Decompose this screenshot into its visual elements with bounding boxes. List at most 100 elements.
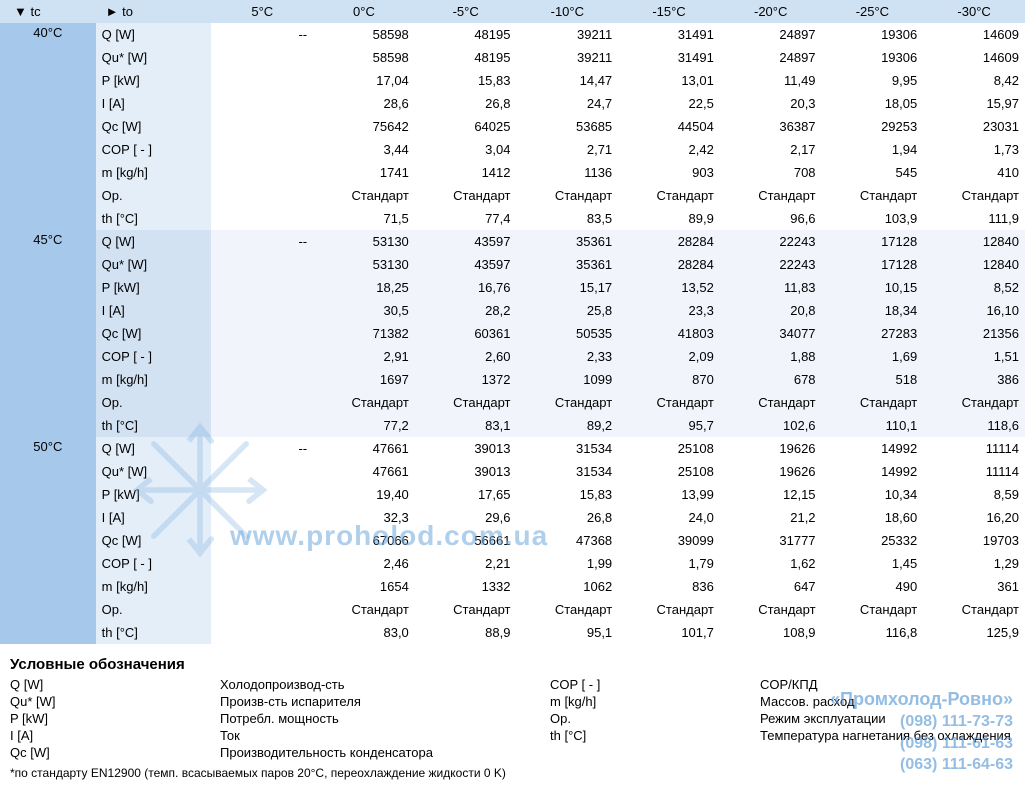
value-cell: 17128 [822, 253, 924, 276]
table-row: P [kW]19,4017,6515,8313,9912,1510,348,59 [0, 483, 1025, 506]
value-cell: 19,40 [313, 483, 415, 506]
value-cell: 39211 [516, 23, 618, 46]
value-cell [211, 598, 313, 621]
value-cell: 19306 [822, 23, 924, 46]
value-cell: Стандарт [415, 184, 517, 207]
value-cell: 12,15 [720, 483, 822, 506]
value-cell: 13,52 [618, 276, 720, 299]
value-cell: 16,10 [923, 299, 1025, 322]
param-label: Q [W] [96, 230, 212, 253]
value-cell: 12840 [923, 253, 1025, 276]
value-cell: 34077 [720, 322, 822, 345]
value-cell [211, 207, 313, 230]
performance-table: ▼ tc ► to 5°C 0°C -5°C -10°C -15°C -20°C… [0, 0, 1025, 644]
value-cell: 1,51 [923, 345, 1025, 368]
value-cell: 21,2 [720, 506, 822, 529]
table-row: Op.СтандартСтандартСтандартСтандартСтанд… [0, 391, 1025, 414]
tc-value: 40°C [0, 23, 96, 230]
value-cell: 83,5 [516, 207, 618, 230]
value-cell: 19626 [720, 437, 822, 460]
legend-desc: Массов. расход [760, 694, 1025, 709]
value-cell: 32,3 [313, 506, 415, 529]
value-cell: 41803 [618, 322, 720, 345]
param-label: Op. [96, 598, 212, 621]
value-cell: 13,99 [618, 483, 720, 506]
value-cell: 410 [923, 161, 1025, 184]
legend-symbol: P [kW] [10, 711, 220, 726]
param-label: m [kg/h] [96, 368, 212, 391]
legend-symbol: Qc [W] [10, 745, 220, 760]
value-cell: 108,9 [720, 621, 822, 644]
table-row: I [A]30,528,225,823,320,818,3416,10 [0, 299, 1025, 322]
value-cell: 21356 [923, 322, 1025, 345]
tc-header: ▼ tc [0, 0, 96, 23]
value-cell: 1412 [415, 161, 517, 184]
value-cell: Стандарт [822, 391, 924, 414]
legend-desc: Ток [220, 728, 550, 743]
value-cell: 1,88 [720, 345, 822, 368]
value-cell: 24,0 [618, 506, 720, 529]
value-cell: Стандарт [822, 184, 924, 207]
value-cell: 18,05 [822, 92, 924, 115]
value-cell [211, 276, 313, 299]
value-cell: 14609 [923, 46, 1025, 69]
value-cell: Стандарт [720, 598, 822, 621]
param-label: th [°C] [96, 414, 212, 437]
value-cell: Стандарт [720, 184, 822, 207]
value-cell: 24897 [720, 46, 822, 69]
param-label: P [kW] [96, 483, 212, 506]
value-cell: 39013 [415, 437, 517, 460]
value-cell: 2,42 [618, 138, 720, 161]
value-cell: 118,6 [923, 414, 1025, 437]
param-label: Qc [W] [96, 322, 212, 345]
to-header: ► to [96, 0, 212, 23]
value-cell: 19626 [720, 460, 822, 483]
value-cell: 1697 [313, 368, 415, 391]
legend-symbol: COP [ - ] [550, 677, 760, 692]
value-cell: 67066 [313, 529, 415, 552]
value-cell: 1062 [516, 575, 618, 598]
to-col-header: 0°C [313, 0, 415, 23]
value-cell: -- [211, 230, 313, 253]
table-row: th [°C]77,283,189,295,7102,6110,1118,6 [0, 414, 1025, 437]
value-cell: 43597 [415, 253, 517, 276]
value-cell: 361 [923, 575, 1025, 598]
to-col-header: 5°C [211, 0, 313, 23]
table-row: I [A]28,626,824,722,520,318,0515,97 [0, 92, 1025, 115]
value-cell [211, 414, 313, 437]
value-cell: 44504 [618, 115, 720, 138]
value-cell [211, 299, 313, 322]
value-cell: 3,04 [415, 138, 517, 161]
legend-symbol: m [kg/h] [550, 694, 760, 709]
value-cell: 48195 [415, 46, 517, 69]
param-label: Q [W] [96, 437, 212, 460]
value-cell [211, 483, 313, 506]
value-cell: 10,34 [822, 483, 924, 506]
table-row: m [kg/h]169713721099870678518386 [0, 368, 1025, 391]
value-cell: 490 [822, 575, 924, 598]
value-cell: 16,20 [923, 506, 1025, 529]
value-cell: 1,45 [822, 552, 924, 575]
value-cell: 18,25 [313, 276, 415, 299]
value-cell: Стандарт [313, 391, 415, 414]
value-cell [211, 115, 313, 138]
value-cell: Стандарт [822, 598, 924, 621]
value-cell: 64025 [415, 115, 517, 138]
value-cell: 1741 [313, 161, 415, 184]
value-cell: 31777 [720, 529, 822, 552]
value-cell: 1,99 [516, 552, 618, 575]
value-cell: 836 [618, 575, 720, 598]
value-cell: 14609 [923, 23, 1025, 46]
param-label: Q [W] [96, 23, 212, 46]
table-row: Qc [W]7564264025536854450436387292532303… [0, 115, 1025, 138]
legend-grid: Q [W]Холодопроизвод-стьCOP [ - ]COP/КПДQ… [10, 677, 1015, 760]
value-cell: 60361 [415, 322, 517, 345]
value-cell: 2,17 [720, 138, 822, 161]
value-cell: 95,7 [618, 414, 720, 437]
table-row: Qc [W]7138260361505354180334077272832135… [0, 322, 1025, 345]
legend-desc: Производительность конденсатора [220, 745, 550, 760]
param-label: Op. [96, 184, 212, 207]
value-cell: 53685 [516, 115, 618, 138]
value-cell: 20,3 [720, 92, 822, 115]
value-cell: 43597 [415, 230, 517, 253]
